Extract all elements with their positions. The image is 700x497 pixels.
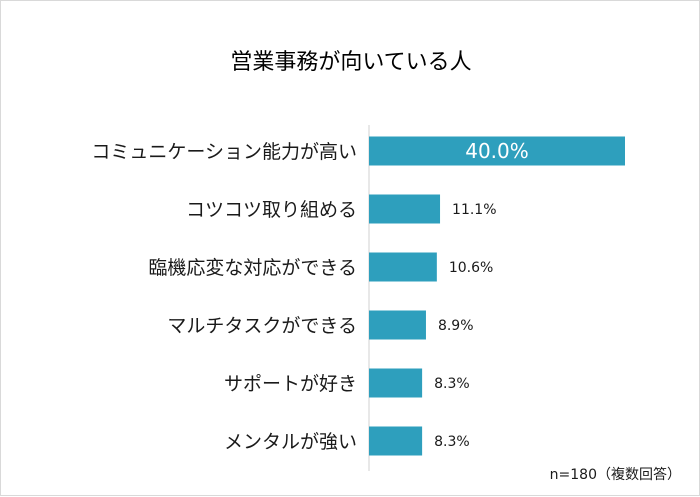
category-label: コツコツ取り組める	[186, 199, 357, 221]
value-label: 8.3%	[434, 376, 470, 392]
sample-note: n=180（複数回答）	[550, 466, 681, 483]
value-label: 10.6%	[449, 260, 493, 276]
bar	[369, 368, 423, 398]
category-label: サポートが好き	[224, 373, 357, 395]
bar	[369, 426, 423, 456]
value-label: 11.1%	[452, 202, 496, 218]
chart-title: 営業事務が向いている人	[230, 50, 471, 75]
value-label: 40.0%	[465, 139, 529, 163]
bars-group: コミュニケーション能力が高い 40.0% コツコツ取り組める 11.1% 臨機応変な対応…	[91, 136, 625, 456]
category-label: コミュニケーション能力が高い	[91, 141, 357, 163]
category-label: 臨機応変な対応ができる	[148, 257, 357, 279]
bar	[369, 194, 441, 224]
bar	[369, 310, 426, 340]
value-label: 8.3%	[434, 434, 470, 450]
category-label: メンタルが強い	[224, 431, 357, 453]
bar	[369, 252, 437, 282]
bar	[369, 136, 625, 166]
category-label: マルチタスクができる	[167, 315, 357, 337]
value-label: 8.9%	[438, 318, 474, 334]
